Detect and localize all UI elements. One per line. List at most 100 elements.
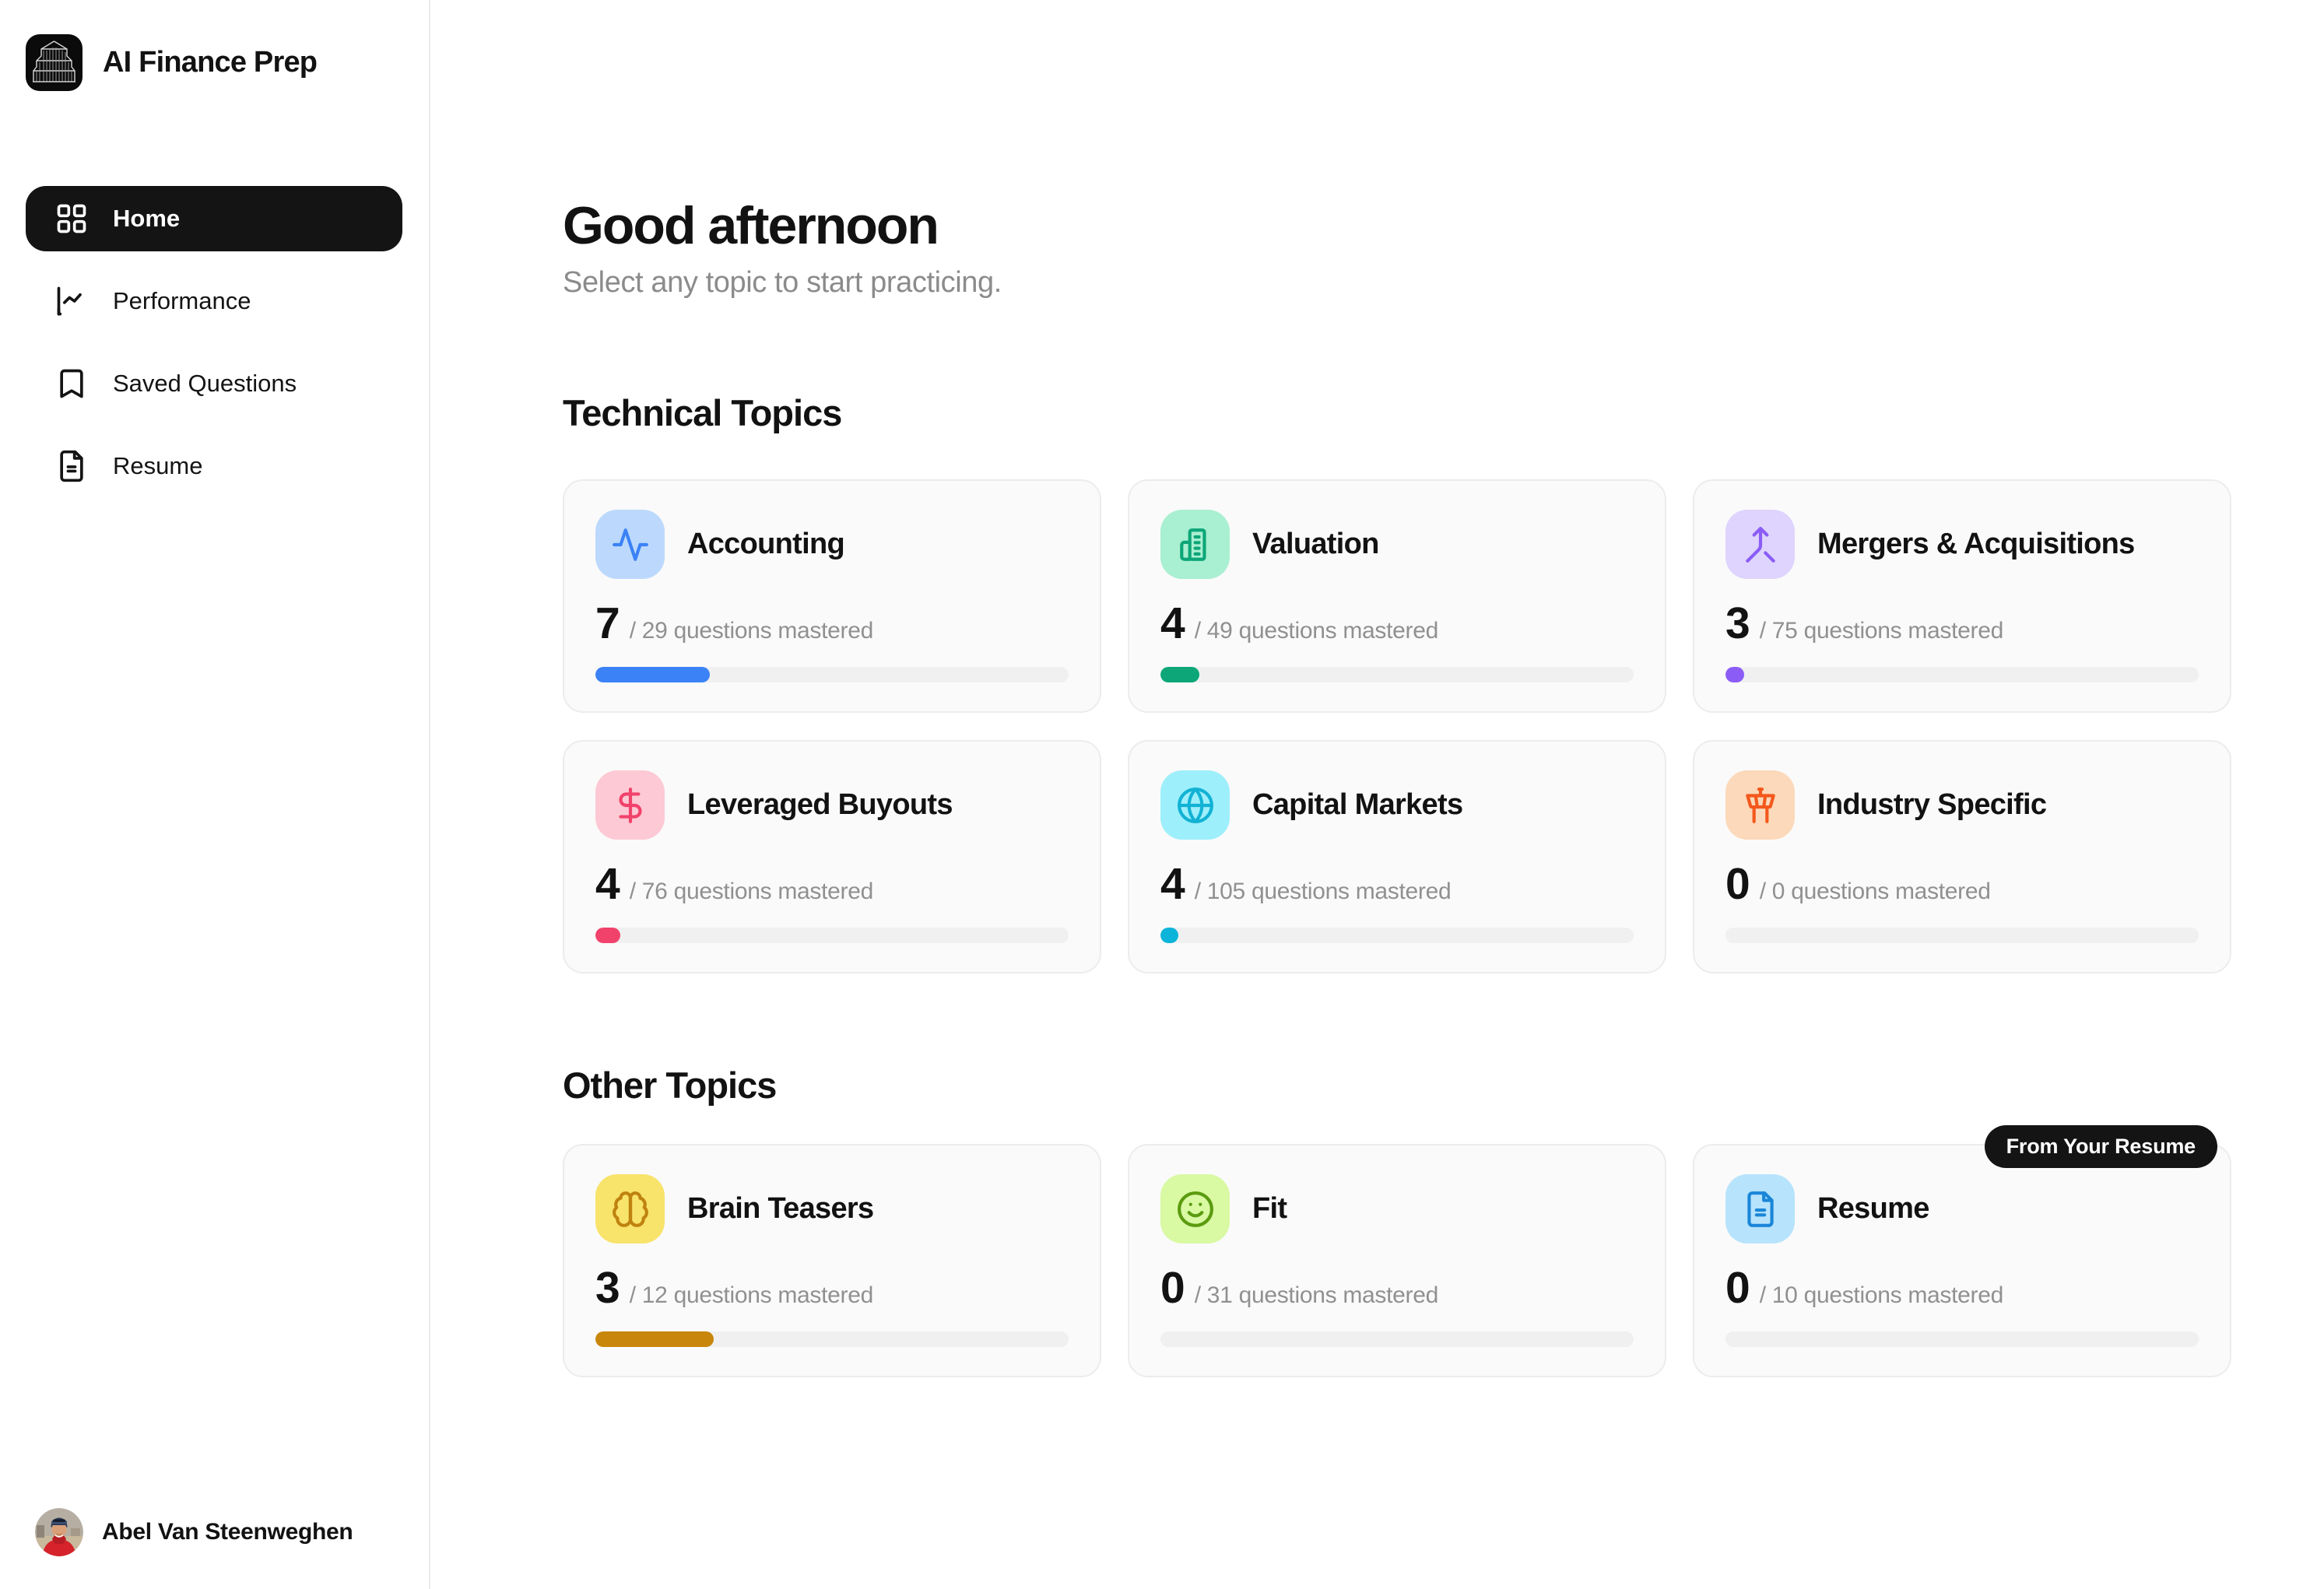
progress-fill [595, 1331, 714, 1348]
mastered-total-label: / 75 questions mastered [1759, 618, 2004, 644]
mastered-total-label: / 12 questions mastered [629, 1282, 874, 1309]
topic-card-title: Brain Teasers [687, 1192, 874, 1226]
sidebar-item-saved-questions[interactable]: Saved Questions [26, 351, 402, 416]
topic-card-stat: 4 / 105 questions mastered [1160, 858, 1634, 910]
topic-card-leveraged-buyouts[interactable]: Leveraged Buyouts 4 / 76 questions maste… [563, 740, 1101, 974]
topic-card-valuation[interactable]: Valuation 4 / 49 questions mastered [1128, 479, 1666, 714]
app-logo [26, 34, 82, 91]
mastered-count: 3 [595, 1263, 620, 1314]
merge-icon [1745, 526, 1775, 563]
progress-bar [595, 667, 1069, 683]
sidebar-item-label: Home [113, 205, 181, 232]
mastered-count: 0 [1725, 1263, 1750, 1314]
progress-fill [1725, 667, 1745, 683]
topic-card-title: Resume [1817, 1192, 1929, 1226]
progress-fill [1160, 667, 1199, 683]
sidebar-item-resume[interactable]: Resume [26, 433, 402, 499]
progress-fill [595, 928, 620, 944]
topic-card-title: Valuation [1252, 528, 1379, 561]
topic-card-stat: 3 / 75 questions mastered [1725, 598, 2199, 649]
progress-bar [1725, 667, 2199, 683]
other-topics-grid: Brain Teasers 3 / 12 questions mastered … [563, 1125, 2231, 1378]
mastered-total-label: / 31 questions mastered [1194, 1282, 1439, 1309]
topic-card-stat: 0 / 10 questions mastered [1725, 1262, 2199, 1314]
topic-icon-tile [1725, 770, 1795, 840]
progress-fill [595, 667, 710, 683]
line-chart-icon [57, 286, 82, 316]
topic-card-stat: 0 / 0 questions mastered [1725, 858, 2199, 910]
topic-card-title: Capital Markets [1252, 788, 1463, 822]
topic-card-stat: 4 / 49 questions mastered [1160, 598, 1634, 649]
smile-icon [1177, 1191, 1213, 1227]
topic-icon-tile [1160, 510, 1230, 580]
topic-card-mergers-acquisitions[interactable]: Mergers & Acquisitions 3 / 75 questions … [1693, 479, 2231, 714]
sidebar-item-home[interactable]: Home [26, 186, 402, 251]
mastered-total-label: / 76 questions mastered [629, 879, 874, 905]
file-icon [60, 450, 83, 482]
topic-card-title: Industry Specific [1817, 788, 2047, 822]
topic-card-title: Accounting [687, 528, 845, 561]
building-icon [1179, 528, 1206, 561]
progress-bar [595, 928, 1069, 944]
sidebar-item-label: Performance [113, 287, 251, 314]
file-icon [1747, 1191, 1774, 1227]
grid-icon [57, 204, 86, 233]
topic-card-industry-specific[interactable]: Industry Specific 0 / 0 questions master… [1693, 740, 2231, 974]
topic-icon-tile [595, 510, 665, 580]
brain-icon [612, 1191, 648, 1227]
topic-icon-tile [1160, 770, 1230, 840]
main-content: Good afternoon Select any topic to start… [430, 0, 2324, 1589]
progress-bar [595, 1331, 1069, 1348]
mastered-total-label: / 29 questions mastered [629, 618, 874, 644]
globe-icon [1177, 787, 1213, 823]
user-name: Abel Van Steenweghen [102, 1519, 353, 1545]
topic-card-title: Fit [1252, 1192, 1287, 1226]
greeting-subtitle: Select any topic to start practicing. [563, 266, 1002, 300]
mastered-total-label: / 10 questions mastered [1759, 1282, 2004, 1309]
topic-card-brain-teasers[interactable]: Brain Teasers 3 / 12 questions mastered [563, 1144, 1101, 1378]
topic-card-title: Leveraged Buyouts [687, 788, 953, 822]
topic-card-capital-markets[interactable]: Capital Markets 4 / 105 questions master… [1128, 740, 1666, 974]
mastered-count: 0 [1160, 1263, 1185, 1314]
section-title-technical: Technical Topics [563, 392, 842, 434]
mastered-count: 4 [1160, 859, 1185, 910]
technical-topics-grid: Accounting 7 / 29 questions mastered Val… [563, 479, 2231, 974]
mastered-total-label: / 0 questions mastered [1759, 879, 1991, 905]
mastered-count: 3 [1725, 598, 1750, 649]
section-title-other: Other Topics [563, 1065, 777, 1107]
progress-fill [1160, 928, 1179, 944]
topic-icon-tile [1725, 1174, 1795, 1244]
topic-icon-tile [1725, 510, 1795, 580]
mastered-count: 4 [595, 859, 620, 910]
user-profile[interactable]: Abel Van Steenweghen [26, 1508, 402, 1556]
tower-icon [1745, 787, 1775, 823]
sidebar-nav: Home Performance Saved Questions Resume [26, 186, 402, 499]
progress-bar [1160, 1331, 1634, 1348]
dollar-icon [618, 787, 642, 823]
mastered-count: 0 [1725, 859, 1750, 910]
progress-bar [1725, 928, 2199, 944]
topic-icon-tile [595, 1174, 665, 1244]
mastered-count: 7 [595, 598, 620, 649]
sidebar-item-label: Resume [113, 452, 203, 479]
topic-card-fit[interactable]: Fit 0 / 31 questions mastered [1128, 1144, 1666, 1378]
progress-bar [1160, 667, 1634, 683]
topic-icon-tile [1160, 1174, 1230, 1244]
activity-icon [612, 528, 648, 561]
mastered-count: 4 [1160, 598, 1185, 649]
topic-card-stat: 4 / 76 questions mastered [595, 858, 1069, 910]
topic-card-resume[interactable]: Resume 0 / 10 questions mastered From Yo… [1693, 1125, 2231, 1378]
progress-bar [1725, 1331, 2199, 1348]
greeting-heading: Good afternoon [563, 196, 939, 255]
topic-card-stat: 0 / 31 questions mastered [1160, 1262, 1634, 1314]
app-title: AI Finance Prep [103, 46, 318, 79]
sidebar-item-performance[interactable]: Performance [26, 268, 402, 334]
topic-card-accounting[interactable]: Accounting 7 / 29 questions mastered [563, 479, 1101, 714]
progress-bar [1160, 928, 1634, 944]
topic-card-stat: 3 / 12 questions mastered [595, 1262, 1069, 1314]
avatar [35, 1508, 83, 1556]
sidebar: AI Finance Prep Home Performance Saved Q… [0, 0, 430, 1589]
sidebar-item-label: Saved Questions [113, 370, 297, 397]
topic-card-title: Mergers & Acquisitions [1817, 528, 2135, 561]
bookmark-icon [60, 369, 83, 398]
